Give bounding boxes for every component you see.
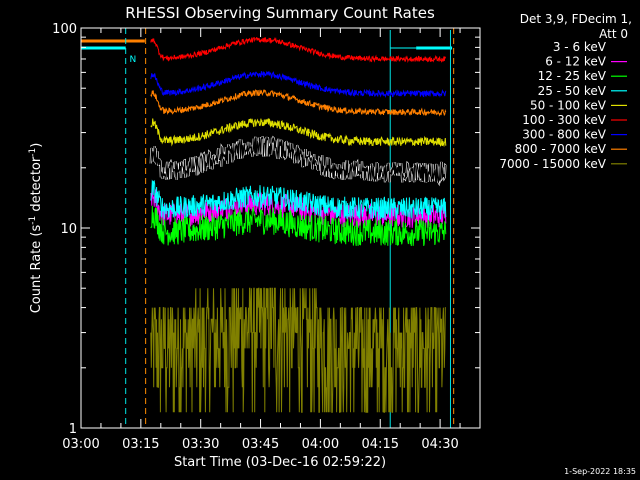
footer-timestamp: 1-Sep-2022 18:35 (564, 467, 636, 476)
legend-entry-label-8: 7000 - 15000 keV (499, 157, 606, 171)
series-line-5 (150, 36, 447, 64)
legend-entry-label-7: 800 - 7000 keV (515, 142, 607, 156)
y-tick-label-2: 1 (69, 422, 77, 437)
x-tick-label-0: 03:00 (62, 437, 99, 452)
x-tick-label-4: 04:00 (302, 437, 339, 452)
y-axis-label-main: Count Rate (s (29, 225, 44, 314)
legend-entry-label-5: 100 - 300 keV (522, 113, 606, 127)
y-axis-label-sup2: -1 (28, 148, 38, 157)
series-line-0 (150, 136, 447, 185)
legend-entry-label-0: 3 - 6 keV (553, 40, 607, 54)
y-tick-label-0: 100 (52, 22, 77, 37)
x-tick-label-2: 03:30 (182, 437, 219, 452)
y-axis-label-end: ) (29, 143, 44, 148)
x-tick-label-3: 03:45 (242, 437, 279, 452)
legend-entry-label-6: 300 - 800 keV (522, 128, 606, 142)
series-line-3 (150, 179, 447, 220)
x-axis-label: Start Time (03-Dec-16 02:59:22) (174, 455, 386, 470)
y-tick-label-1: 10 (60, 222, 77, 237)
series-line-6 (150, 70, 447, 98)
axes: 100 10 103:00 03:15 03:30 03:45 04:00 04:15 04:3… (52, 22, 481, 452)
chart-title: RHESSI Observing Summary Count Rates (125, 4, 435, 22)
x-tick-label-1: 03:15 (122, 437, 159, 452)
legend-entry-label-1: 6 - 12 keV (545, 55, 607, 69)
x-tick-label-6: 04:30 (421, 437, 458, 452)
series-line-7 (150, 88, 447, 117)
legend-entry-label-3: 25 - 50 keV (538, 84, 607, 98)
legend-entry-label-2: 12 - 25 keV (538, 69, 607, 83)
legend-entry-label-4: 50 - 100 keV (530, 98, 607, 112)
y-axis-label-sup1: -1 (28, 216, 38, 225)
x-tick-label-5: 04:15 (362, 437, 399, 452)
series-line-8 (150, 287, 446, 413)
series-line-2 (150, 205, 447, 247)
legend-header-line1: Det 3,9, FDecim 1, (520, 12, 632, 26)
legend-header-line2: Att 0 (599, 27, 628, 41)
y-axis-label: Count Rate (s-1 detector-1) (28, 143, 44, 314)
series-line-4 (150, 117, 447, 148)
flag-marker: N (130, 55, 137, 65)
y-axis-label-mid: detector (29, 156, 44, 216)
plot-area: N (81, 28, 455, 428)
